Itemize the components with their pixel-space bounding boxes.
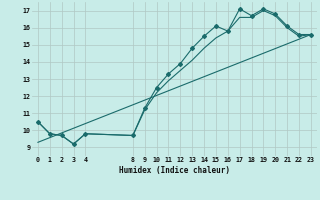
X-axis label: Humidex (Indice chaleur): Humidex (Indice chaleur)	[119, 166, 230, 175]
